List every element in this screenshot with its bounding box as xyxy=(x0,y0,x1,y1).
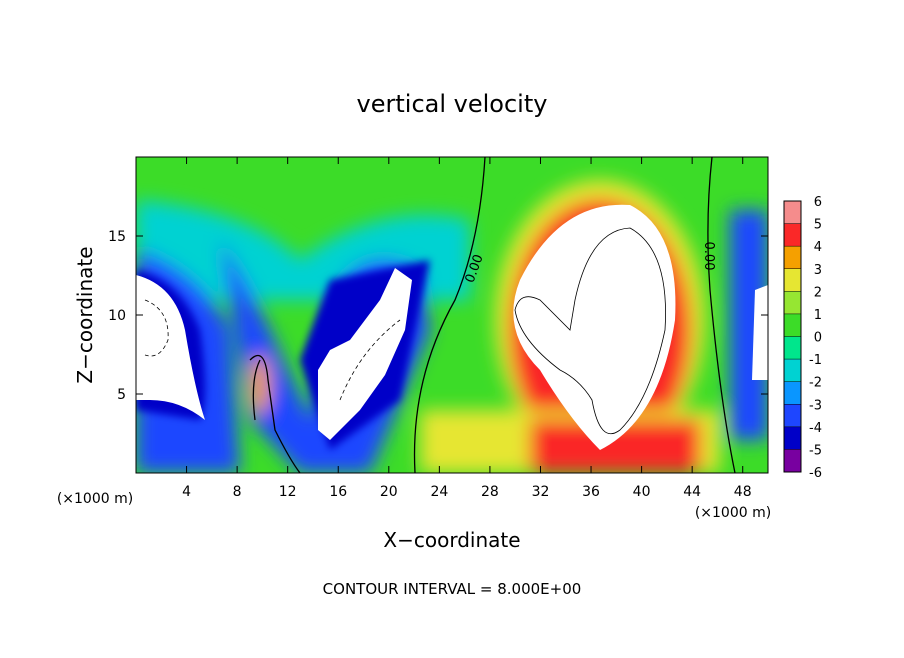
x-axis-label: X−coordinate xyxy=(383,528,520,552)
y-unit-label: (×1000 m) xyxy=(57,491,133,507)
colorbar-tick-label: -3 xyxy=(809,398,822,413)
x-tick-label: 8 xyxy=(233,484,242,500)
colorbar-segment xyxy=(784,449,801,472)
contour-label: 0.00 xyxy=(701,242,716,271)
colorbar-tick-label: -6 xyxy=(809,466,822,481)
colorbar-tick-label: 3 xyxy=(814,263,822,278)
x-tick-label: 24 xyxy=(430,484,448,500)
x-tick-label: 32 xyxy=(532,484,550,500)
colorbar-tick-label: -4 xyxy=(809,421,822,436)
x-unit-label: (×1000 m) xyxy=(695,505,771,521)
colorbar-tick-label: 5 xyxy=(814,218,822,233)
colorbar-segment xyxy=(784,426,801,450)
colorbar-tick-label: 2 xyxy=(814,285,822,300)
x-tick-label: 36 xyxy=(582,484,600,500)
x-tick-label: 44 xyxy=(683,484,701,500)
colorbar-segment xyxy=(784,313,801,337)
colorbar-tick-label: 0 xyxy=(814,331,822,346)
colorbar-segment xyxy=(784,404,801,427)
y-axis-label: Z−coordinate xyxy=(73,246,97,383)
x-tick-label: 16 xyxy=(329,484,347,500)
colorbar-segment xyxy=(784,359,801,382)
colorbar-tick-label: -5 xyxy=(809,443,822,458)
colorbar-tick-label: 4 xyxy=(814,240,822,255)
colorbar-segment xyxy=(784,246,801,269)
colorbar-tick-label: 1 xyxy=(814,308,822,323)
colorbar-tick-label: -1 xyxy=(809,353,822,368)
x-tick-label: 40 xyxy=(633,484,651,500)
chart-title: vertical velocity xyxy=(357,90,548,118)
colorbar-segment xyxy=(784,381,801,405)
colorbar-tick-label: 6 xyxy=(814,195,822,210)
x-tick-label: 4 xyxy=(182,484,191,500)
y-tick-label: 15 xyxy=(108,229,126,245)
x-tick-label: 28 xyxy=(481,484,499,500)
colorbar-segment xyxy=(784,201,801,224)
x-tick-label: 20 xyxy=(380,484,398,500)
colorbar-segment xyxy=(784,268,801,292)
y-tick-label: 10 xyxy=(108,308,126,324)
field: 0.00 0.00 xyxy=(136,157,768,473)
y-tick-label: 5 xyxy=(117,387,126,403)
x-tick-label: 12 xyxy=(279,484,297,500)
colorbar-segment xyxy=(784,336,801,360)
colorbar-segment xyxy=(784,223,801,247)
x-tick-label: 48 xyxy=(734,484,752,500)
footnote: CONTOUR INTERVAL = 8.000E+00 xyxy=(323,580,582,598)
colorbar-tick-label: -2 xyxy=(809,376,822,391)
colorbar-segment xyxy=(784,291,801,314)
